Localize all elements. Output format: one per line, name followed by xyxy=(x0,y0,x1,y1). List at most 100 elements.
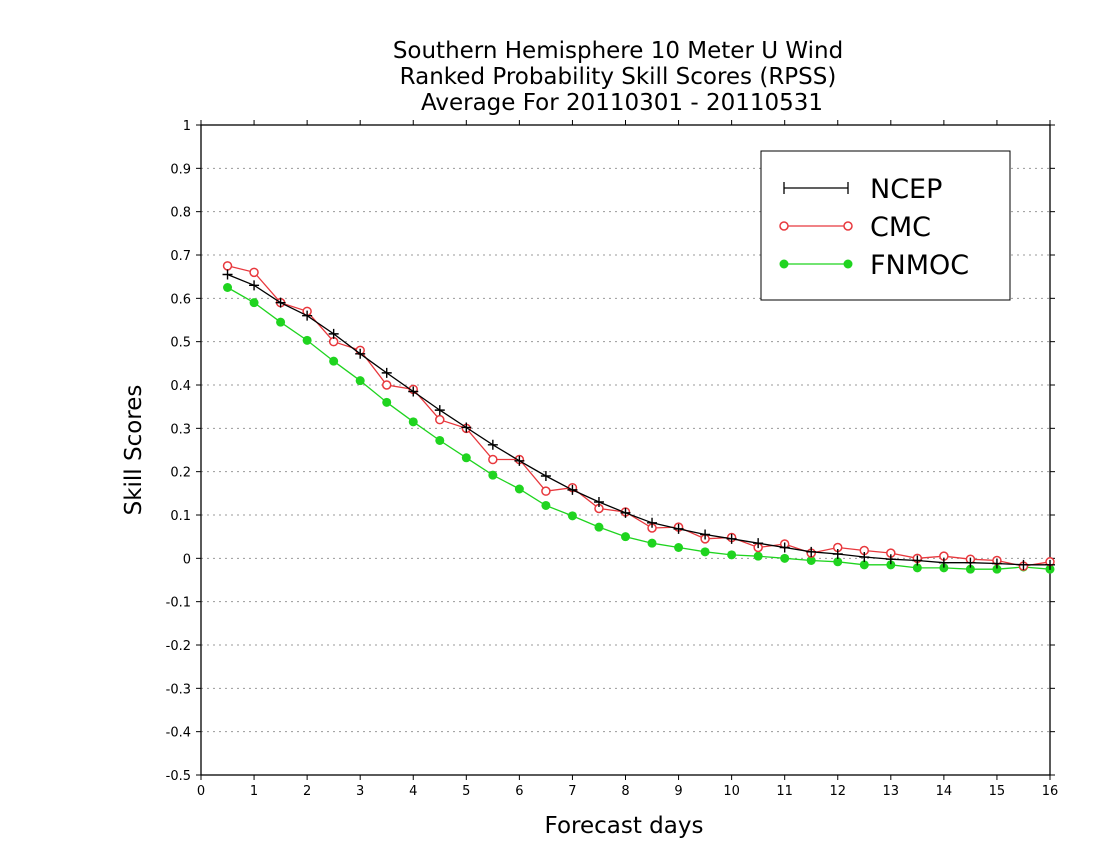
point-fnmoc xyxy=(806,556,816,565)
x-tick-label: 8 xyxy=(621,784,629,799)
point-fnmoc xyxy=(594,522,604,532)
point-fnmoc xyxy=(886,560,896,570)
legend-label-cmc: CMC xyxy=(870,212,931,243)
y-tick-label: 0.6 xyxy=(170,292,191,307)
y-tick-label: 0.4 xyxy=(170,379,191,394)
point-ncep xyxy=(275,297,286,308)
point-ncep xyxy=(859,552,870,563)
legend-label-fnmoc: FNMOC xyxy=(870,250,969,281)
point-ncep xyxy=(514,455,525,466)
y-tick-label: 0 xyxy=(183,552,191,567)
point-ncep xyxy=(806,546,817,557)
point-cmc xyxy=(249,267,259,278)
point-fnmoc xyxy=(939,563,949,573)
point-ncep xyxy=(593,497,604,507)
point-fnmoc xyxy=(965,564,975,574)
point-fnmoc xyxy=(567,511,577,521)
point-fnmoc xyxy=(780,553,790,563)
point-fnmoc xyxy=(435,435,445,445)
y-tick-label: 0.5 xyxy=(170,336,191,351)
legend-fnmoc: FNMOC xyxy=(779,250,969,281)
point-fnmoc xyxy=(276,317,286,327)
x-tick-label: 7 xyxy=(568,784,576,799)
point-fnmoc xyxy=(992,564,1002,574)
point-ncep xyxy=(222,269,233,280)
x-tick-label: 3 xyxy=(356,784,364,799)
point-ncep xyxy=(355,348,366,359)
legend-ncep-marker xyxy=(783,182,849,194)
y-tick-label: 0.3 xyxy=(170,422,191,437)
legend: NCEP CMC FNMOC xyxy=(760,150,1011,301)
y-tick-label: 0.2 xyxy=(170,466,191,481)
series-line-ncep xyxy=(227,273,1050,566)
x-tick-label: 13 xyxy=(883,784,900,799)
point-ncep xyxy=(620,507,631,518)
point-ncep xyxy=(700,529,711,540)
legend-cmc: CMC xyxy=(779,212,931,243)
series-layer xyxy=(222,261,1055,574)
chart-title: Southern Hemisphere 10 Meter U Wind Rank… xyxy=(393,38,843,116)
point-cmc xyxy=(381,380,392,390)
y-tick-label: 0.8 xyxy=(170,206,191,221)
x-axis-ticks: 0 1 2 3 4 5 6 7 8 9 10 11 12 13 14 15 16 xyxy=(197,120,1058,799)
point-ncep xyxy=(965,557,976,568)
x-tick-label: 12 xyxy=(829,784,846,799)
point-ncep xyxy=(779,542,790,553)
title-line-2: Ranked Probability Skill Scores (RPSS) xyxy=(400,64,837,90)
title-line-1: Southern Hemisphere 10 Meter U Wind xyxy=(393,38,843,64)
x-tick-label: 14 xyxy=(936,784,953,799)
y-tick-label: 0.1 xyxy=(170,509,191,524)
point-ncep xyxy=(487,439,498,450)
point-ncep xyxy=(991,558,1002,569)
point-fnmoc xyxy=(302,335,312,345)
series-ncep xyxy=(222,269,1055,570)
point-cmc xyxy=(222,261,233,271)
point-fnmoc xyxy=(249,298,259,308)
y-tick-label: 0.7 xyxy=(170,249,191,264)
point-cmc xyxy=(435,414,445,425)
x-axis-label: Forecast days xyxy=(545,813,704,839)
point-fnmoc xyxy=(382,397,392,407)
point-ncep xyxy=(302,310,313,321)
point-fnmoc xyxy=(488,470,498,480)
y-tick-label: -0.4 xyxy=(166,726,191,741)
series-line-cmc xyxy=(227,265,1051,567)
legend-ncep: NCEP xyxy=(783,174,942,205)
point-fnmoc xyxy=(621,532,630,542)
point-ncep xyxy=(726,533,737,544)
x-tick-label: 1 xyxy=(250,784,258,799)
x-tick-label: 6 xyxy=(515,784,523,799)
title-line-3: Average For 20110301 - 20110531 xyxy=(421,90,823,116)
point-fnmoc xyxy=(514,484,524,494)
x-tick-label: 9 xyxy=(674,784,682,799)
legend-label-ncep: NCEP xyxy=(870,174,942,205)
point-ncep xyxy=(912,555,923,566)
point-fnmoc xyxy=(912,563,922,573)
x-tick-label: 5 xyxy=(462,784,470,799)
x-tick-label: 11 xyxy=(776,784,793,799)
y-tick-label: -0.1 xyxy=(166,596,191,611)
point-fnmoc xyxy=(700,547,710,557)
point-fnmoc xyxy=(647,538,657,548)
point-ncep xyxy=(408,386,419,397)
legend-cmc-marker-right xyxy=(843,221,853,231)
point-fnmoc xyxy=(355,376,365,386)
y-tick-label: -0.2 xyxy=(166,639,191,654)
point-fnmoc xyxy=(408,417,418,427)
x-tick-label: 16 xyxy=(1042,784,1059,799)
x-tick-label: 15 xyxy=(989,784,1006,799)
point-ncep xyxy=(567,484,578,495)
point-ncep xyxy=(673,523,684,534)
point-ncep xyxy=(1018,559,1029,570)
y-axis-ticks: -0.5 -0.4 -0.3 -0.2 -0.1 0 0.1 0.2 0.3 0.4 0.5 0.6 0… xyxy=(166,119,1055,784)
point-ncep xyxy=(885,554,896,565)
point-ncep xyxy=(938,557,949,568)
point-ncep xyxy=(540,471,551,481)
point-fnmoc xyxy=(329,356,339,366)
series-fnmoc xyxy=(223,283,1055,574)
point-ncep xyxy=(434,405,445,416)
point-cmc xyxy=(541,486,551,496)
legend-fnmoc-marker-left xyxy=(779,259,789,269)
point-ncep xyxy=(249,280,260,291)
